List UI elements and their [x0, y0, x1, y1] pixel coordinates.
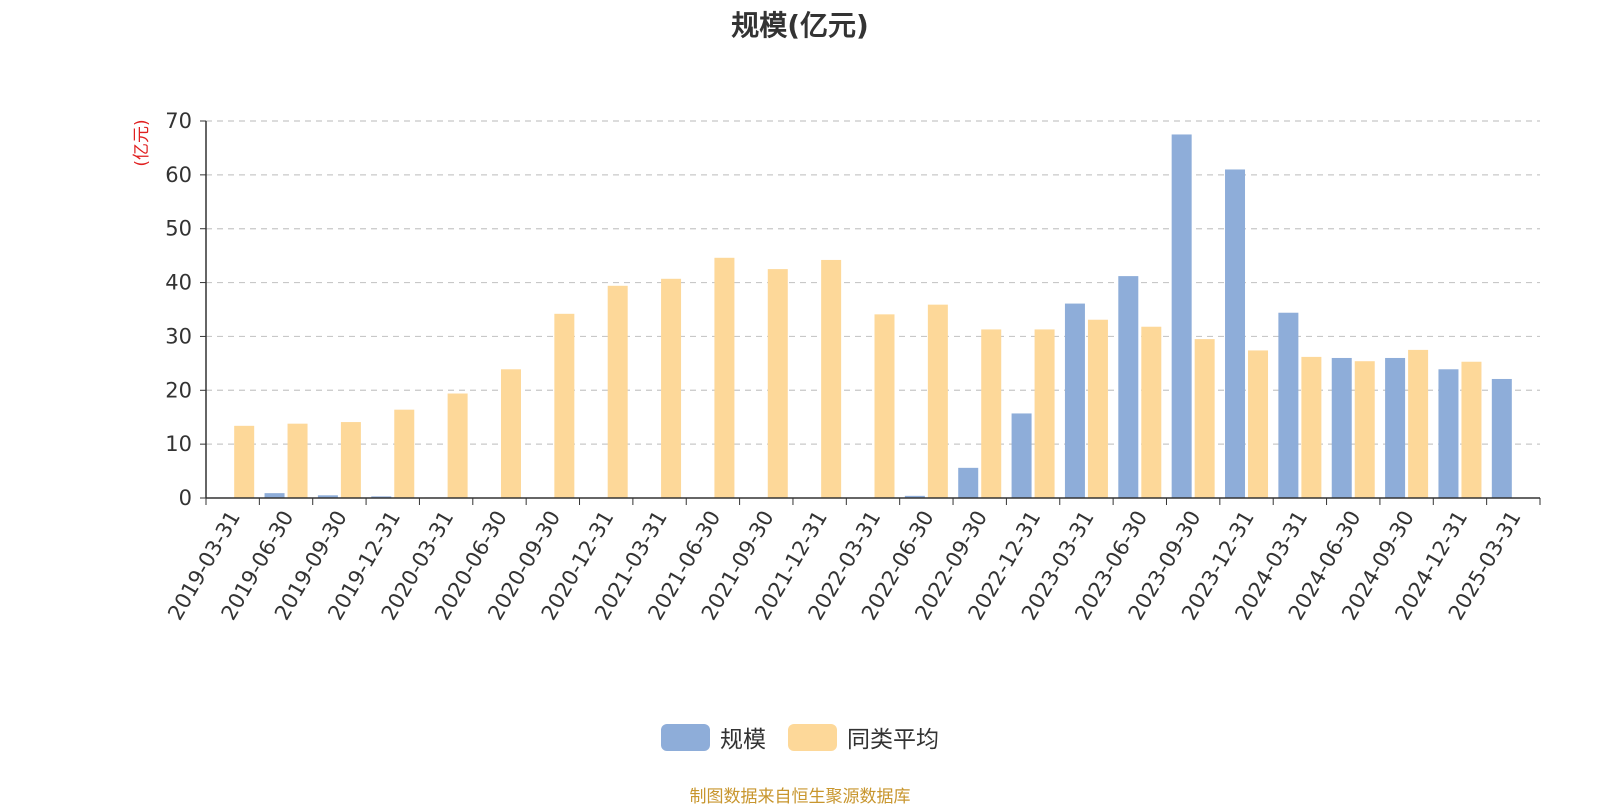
bar-scale[interactable] [1011, 413, 1032, 498]
bar-peer-average[interactable] [340, 422, 361, 498]
legend-swatch-scale [661, 723, 710, 751]
bar-peer-average[interactable] [661, 278, 682, 498]
bars [211, 134, 1512, 498]
chart-title: 规模(亿元) [731, 9, 869, 42]
bar-scale[interactable] [1225, 169, 1246, 498]
bar-scale[interactable] [904, 495, 925, 498]
bar-scale[interactable] [264, 493, 285, 498]
bar-peer-average[interactable] [447, 393, 468, 498]
y-tick-label: 10 [165, 432, 192, 456]
y-tick-label: 70 [165, 109, 192, 133]
bar-peer-average[interactable] [1354, 361, 1375, 498]
bar-scale[interactable] [1064, 303, 1085, 498]
bar-peer-average[interactable] [1087, 319, 1108, 498]
bar-scale[interactable] [1385, 357, 1406, 498]
bar-peer-average[interactable] [714, 257, 735, 498]
y-tick-label: 50 [165, 217, 192, 241]
bar-peer-average[interactable] [554, 313, 575, 498]
y-tick-label: 30 [165, 324, 192, 348]
bar-peer-average[interactable] [927, 304, 948, 498]
legend-swatch-peer-average [788, 723, 837, 751]
bar-peer-average[interactable] [767, 269, 788, 498]
y-tick-label: 20 [165, 378, 192, 402]
bar-scale[interactable] [1438, 369, 1459, 498]
y-tick-label: 60 [165, 163, 192, 187]
bar-peer-average[interactable] [287, 423, 308, 498]
bar-scale[interactable] [1171, 134, 1192, 498]
bar-peer-average[interactable] [394, 409, 415, 498]
bar-scale[interactable] [317, 495, 338, 498]
bar-scale[interactable] [958, 467, 979, 498]
legend-item-peer-average[interactable]: 同类平均 [788, 720, 939, 754]
bar-peer-average[interactable] [1141, 326, 1162, 498]
legend: 规模 同类平均 [0, 720, 1600, 754]
bar-peer-average[interactable] [821, 259, 842, 498]
bar-peer-average[interactable] [1034, 329, 1055, 498]
y-tick-label: 0 [179, 486, 192, 510]
bar-peer-average[interactable] [234, 425, 255, 498]
legend-label-scale: 规模 [720, 727, 766, 753]
bar-scale[interactable] [1491, 378, 1512, 498]
bar-peer-average[interactable] [981, 329, 1002, 498]
y-tick-label: 40 [165, 271, 192, 295]
bar-peer-average[interactable] [1408, 349, 1429, 498]
bar-peer-average[interactable] [1301, 356, 1322, 498]
bar-peer-average[interactable] [874, 314, 895, 498]
bar-scale[interactable] [371, 496, 392, 498]
bar-peer-average[interactable] [1248, 350, 1269, 498]
bar-peer-average[interactable] [1194, 339, 1215, 498]
bar-scale[interactable] [1331, 357, 1352, 498]
bar-peer-average[interactable] [500, 369, 521, 498]
bar-peer-average[interactable] [1461, 361, 1482, 498]
legend-item-scale[interactable]: 规模 [661, 720, 766, 754]
bar-peer-average[interactable] [607, 285, 628, 498]
y-axis-label: (亿元) [132, 119, 152, 166]
bar-scale[interactable] [1278, 312, 1299, 498]
bar-scale[interactable] [1118, 276, 1139, 498]
legend-label-peer-average: 同类平均 [847, 727, 939, 753]
source-note: 制图数据来自恒生聚源数据库 [689, 787, 911, 807]
